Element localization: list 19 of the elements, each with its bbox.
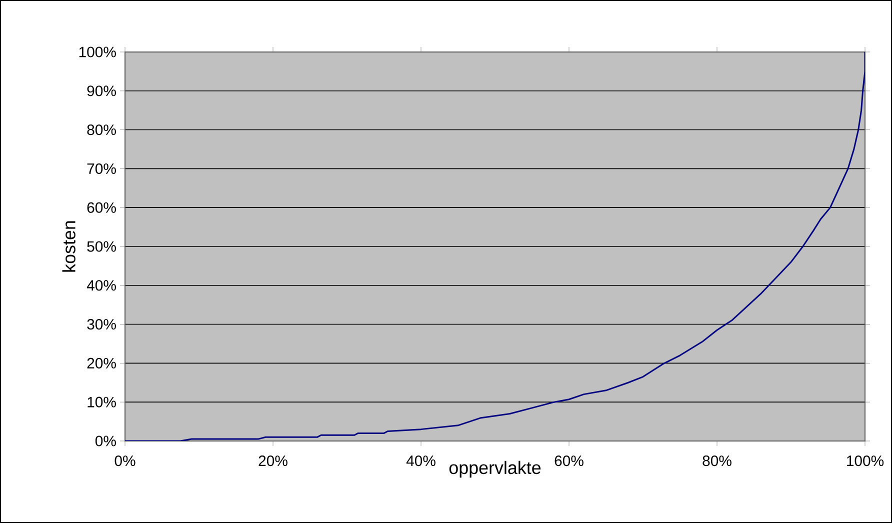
x-axis-title: oppervlakte [449, 460, 541, 478]
y-tick-label: 70% [87, 163, 116, 174]
y-tick-label: 100% [79, 46, 116, 58]
y-tick-label: 80% [87, 124, 116, 136]
x-tick-label: 20% [258, 456, 288, 466]
y-tick-label: 50% [87, 241, 116, 252]
x-tick-label: 40% [406, 456, 436, 466]
y-tick-label: 40% [86, 280, 116, 291]
y-axis-title: kosten [62, 221, 76, 272]
y-tick-label: 10% [88, 396, 116, 408]
y-tick-label: 60% [87, 202, 116, 213]
y-tick-label: 20% [87, 358, 116, 368]
y-tick-label: 30% [87, 318, 116, 330]
y-tick-label: 90% [87, 86, 116, 96]
x-tick-label: 100% [847, 456, 884, 466]
x-tick-label: 60% [554, 456, 584, 466]
x-tick-label: 80% [702, 456, 732, 466]
y-tick-label: 0% [95, 436, 116, 446]
x-tick-label: 0% [114, 456, 136, 466]
